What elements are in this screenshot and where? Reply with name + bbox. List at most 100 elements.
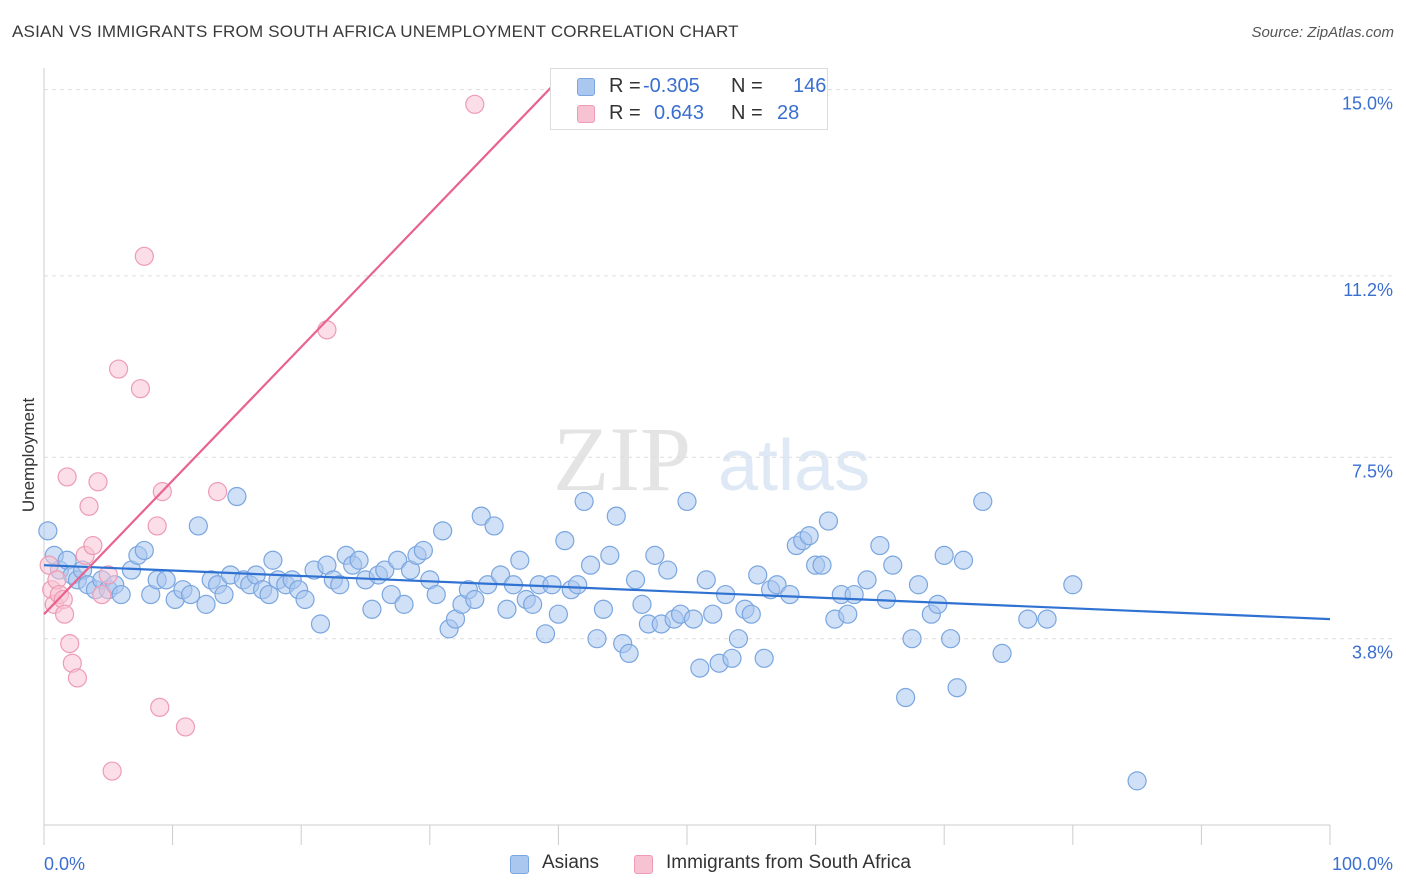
immigrants-point	[92, 584, 112, 605]
immigrants-point	[150, 697, 170, 717]
immigrants-point	[60, 634, 80, 654]
asians-point	[1127, 771, 1147, 791]
chart-title: ASIAN VS IMMIGRANTS FROM SOUTH AFRICA UN…	[12, 22, 739, 41]
watermark-zip: ZIP	[553, 408, 691, 510]
asians-point	[555, 531, 575, 551]
immigrants-point	[134, 246, 154, 266]
y-axis-label: Unemployment	[19, 398, 38, 513]
immigrants-swatch	[577, 105, 595, 123]
correlation-legend: R = -0.305 N = 146 R = 0.643 N = 28	[550, 68, 828, 130]
immigrants-point	[130, 379, 151, 399]
asians-point	[263, 550, 283, 570]
asians-point	[523, 594, 543, 614]
axes	[43, 68, 1331, 845]
asians-point	[535, 624, 556, 644]
immigrants-point	[465, 94, 485, 114]
asians-point	[310, 614, 331, 634]
asians-swatch	[510, 855, 529, 874]
asians-point	[433, 521, 453, 541]
watermark-atlas: atlas	[718, 426, 870, 506]
asians-point	[632, 594, 652, 614]
asians-point	[741, 604, 761, 624]
asians-point	[902, 629, 922, 649]
asians-point	[394, 594, 414, 614]
asians-point	[1037, 609, 1057, 629]
legend-label-immigrants: Immigrants from South Africa	[666, 852, 911, 873]
series-immigrants	[39, 94, 485, 781]
legend-label-asians: Asians	[542, 852, 600, 873]
asians-point	[574, 491, 594, 512]
asians-point	[857, 570, 877, 590]
asians-point	[992, 643, 1012, 664]
immigrants-point	[102, 761, 122, 781]
asians-point	[947, 678, 967, 698]
asians-point	[896, 687, 916, 708]
asians-point	[484, 516, 504, 536]
asians-point	[214, 584, 234, 605]
asians-point	[748, 565, 768, 585]
asians-point	[38, 521, 58, 541]
asians-point	[471, 506, 491, 526]
source-credit: Source: ZipAtlas.com	[1251, 24, 1394, 41]
immigrants-r-value: 0.643	[654, 102, 705, 124]
asians-point	[548, 604, 569, 624]
asians-point	[625, 570, 646, 590]
immigrants-point	[79, 496, 99, 516]
immigrants-point	[67, 668, 88, 688]
asians-point	[593, 599, 614, 619]
immigrants-point	[83, 535, 103, 556]
asians-point	[381, 584, 401, 605]
asians-point	[870, 535, 890, 556]
asians-point	[818, 511, 839, 531]
trend-lines	[43, 79, 1331, 621]
asians-point	[181, 584, 201, 605]
asians-point	[497, 599, 517, 619]
grid-lines	[44, 89, 1395, 640]
asians-point	[196, 594, 216, 614]
asians-point	[188, 516, 208, 536]
asians-point	[683, 609, 704, 629]
asians-point	[844, 584, 864, 605]
x-tick-label-min: 0.0%	[44, 854, 85, 874]
x-tick-labels: 0.0% 100.0%	[44, 854, 1393, 874]
asians-point	[619, 643, 639, 664]
asians-point	[1018, 609, 1038, 629]
asians-r-value: -0.305	[643, 75, 700, 97]
n-label: N =	[731, 75, 763, 97]
asians-point	[883, 555, 903, 575]
n-label: N =	[731, 102, 763, 124]
asians-swatch	[577, 78, 595, 96]
asians-trend-line	[43, 564, 1331, 621]
y-tick-label: 11.2%	[1343, 280, 1393, 300]
asians-point	[362, 599, 382, 619]
immigrants-point	[175, 717, 196, 737]
immigrants-trend-line	[43, 79, 560, 615]
asians-n-value: 146	[793, 75, 827, 97]
asians-point	[259, 584, 279, 605]
immigrants-point	[54, 604, 75, 624]
asians-point	[812, 555, 832, 575]
immigrants-n-value: 28	[777, 102, 800, 124]
asians-point	[465, 589, 485, 610]
asians-point	[941, 629, 961, 649]
y-tick-label: 3.8%	[1352, 643, 1393, 663]
asians-point	[295, 589, 315, 610]
asians-point	[690, 658, 710, 678]
asians-point	[134, 540, 154, 561]
asians-point	[754, 648, 774, 668]
immigrants-point	[57, 467, 77, 487]
asians-point	[111, 584, 131, 605]
asians-point	[696, 570, 716, 590]
immigrants-point	[88, 472, 108, 492]
watermark: ZIP atlas	[553, 408, 870, 510]
x-tick-label-max: 100.0%	[1332, 854, 1393, 874]
asians-point	[928, 594, 948, 614]
asians-point	[1063, 575, 1083, 595]
asians-point	[973, 491, 993, 512]
immigrants-point	[317, 320, 337, 340]
asians-point	[568, 575, 588, 595]
asians-point	[838, 604, 858, 624]
asians-point	[645, 545, 665, 565]
asians-point	[677, 491, 697, 512]
